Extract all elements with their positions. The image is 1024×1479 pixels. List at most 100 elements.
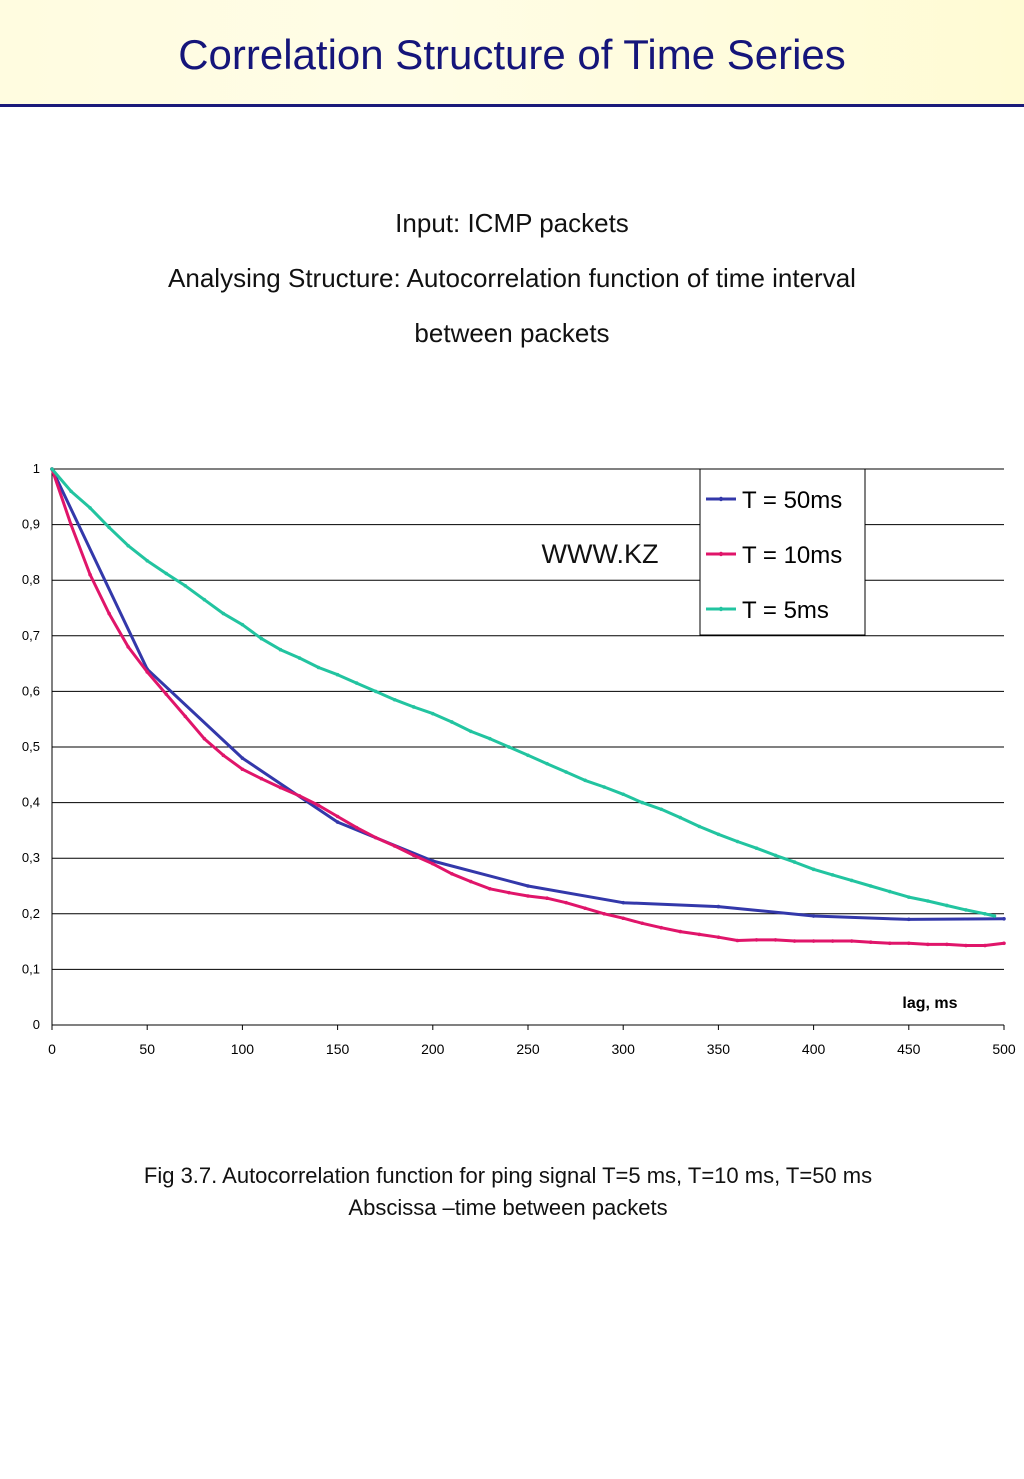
data-point bbox=[868, 940, 873, 944]
data-point bbox=[887, 889, 892, 894]
data-point bbox=[88, 572, 92, 577]
data-point bbox=[488, 736, 492, 741]
data-point bbox=[849, 878, 854, 883]
data-point bbox=[964, 908, 968, 912]
data-point bbox=[526, 884, 530, 888]
x-tick-label: 100 bbox=[231, 1041, 255, 1057]
data-point bbox=[945, 942, 949, 947]
data-point bbox=[640, 921, 645, 926]
intro-line-input: Input: ICMP packets bbox=[395, 208, 629, 238]
data-point bbox=[545, 761, 549, 766]
x-tick-label: 500 bbox=[992, 1041, 1016, 1057]
data-point bbox=[411, 705, 416, 709]
data-point bbox=[107, 525, 111, 530]
data-point bbox=[202, 597, 207, 602]
x-tick-label: 300 bbox=[612, 1041, 636, 1057]
slide-header: Correlation Structure of Time Series bbox=[0, 0, 1024, 107]
legend: T = 50ms T = 10ms T = 5ms bbox=[699, 468, 866, 636]
data-point bbox=[640, 800, 645, 805]
data-point bbox=[926, 942, 930, 947]
data-point bbox=[202, 736, 207, 741]
intro-text: Input: ICMP packets Analysing Structure:… bbox=[0, 196, 1024, 361]
data-point bbox=[907, 941, 911, 946]
x-tick-label: 250 bbox=[516, 1041, 540, 1057]
data-point bbox=[126, 543, 130, 548]
legend-label: T = 10ms bbox=[742, 542, 842, 569]
data-point bbox=[240, 767, 245, 772]
legend-marker bbox=[718, 551, 724, 557]
data-point bbox=[907, 917, 911, 922]
caption-line-1: Fig 3.7. Autocorrelation function for pi… bbox=[143, 1163, 873, 1188]
data-point bbox=[716, 904, 721, 909]
data-point bbox=[469, 879, 473, 884]
y-tick-label: 1 bbox=[33, 461, 40, 476]
y-tick-label: 0,9 bbox=[22, 517, 40, 532]
data-point bbox=[69, 489, 73, 494]
data-point bbox=[583, 906, 587, 911]
tick-labels: 0 0,1 0,2 0,3 0,4 0,5 0,6 0,7 0,8 0,9 1 0 50 100 150 20… bbox=[22, 461, 1016, 1057]
data-point bbox=[297, 656, 302, 660]
data-point bbox=[431, 861, 435, 866]
x-tick-label: 350 bbox=[707, 1041, 731, 1057]
data-point bbox=[621, 916, 625, 921]
data-point bbox=[297, 794, 302, 798]
data-point bbox=[926, 899, 930, 903]
data-point bbox=[373, 689, 378, 694]
data-point bbox=[1002, 941, 1006, 946]
intro-line-packets: between packets bbox=[414, 318, 610, 348]
intro-line-structure: Analysing Structure: Autocorrelation fun… bbox=[168, 263, 856, 293]
data-point bbox=[469, 729, 473, 734]
data-point bbox=[278, 785, 283, 790]
data-point bbox=[50, 467, 54, 471]
data-point bbox=[964, 943, 968, 948]
data-point bbox=[992, 914, 997, 918]
data-point bbox=[830, 939, 835, 943]
data-point bbox=[145, 558, 149, 563]
data-point bbox=[697, 824, 702, 829]
y-tick-label: 0,7 bbox=[22, 628, 40, 643]
data-point bbox=[830, 873, 835, 877]
data-point bbox=[621, 792, 625, 797]
figure-caption: Fig 3.7. Autocorrelation function for pi… bbox=[0, 1160, 1016, 1224]
y-tick-label: 0,8 bbox=[22, 572, 40, 587]
data-point bbox=[69, 522, 73, 527]
data-point bbox=[868, 884, 873, 888]
data-point bbox=[678, 929, 683, 934]
watermark-text: WWW.KZ bbox=[542, 539, 659, 569]
x-tick-label: 0 bbox=[48, 1041, 56, 1057]
data-point bbox=[240, 756, 245, 760]
data-point bbox=[392, 697, 397, 702]
x-axis-label: lag, ms bbox=[902, 995, 957, 1012]
data-point bbox=[754, 938, 759, 942]
data-point bbox=[659, 925, 664, 930]
y-tick-label: 0,3 bbox=[22, 850, 40, 865]
data-point bbox=[431, 711, 435, 716]
data-point bbox=[792, 939, 797, 943]
data-point bbox=[697, 932, 702, 937]
legend-marker bbox=[718, 496, 724, 502]
data-point bbox=[811, 939, 816, 943]
data-point bbox=[811, 867, 816, 872]
data-point bbox=[659, 807, 664, 812]
data-point bbox=[602, 912, 606, 916]
y-tick-label: 0,1 bbox=[22, 961, 40, 976]
data-point bbox=[335, 820, 340, 824]
autocorrelation-chart: 0 0,1 0,2 0,3 0,4 0,5 0,6 0,7 0,8 0,9 1 0 50 100 150 20… bbox=[22, 461, 1016, 1057]
data-point bbox=[164, 571, 169, 576]
data-point bbox=[735, 938, 740, 943]
data-point bbox=[450, 720, 454, 724]
data-point bbox=[849, 939, 854, 943]
legend-marker bbox=[718, 606, 724, 612]
data-point bbox=[526, 753, 530, 758]
y-tick-label: 0,2 bbox=[22, 906, 40, 921]
y-tick-label: 0,6 bbox=[22, 683, 40, 698]
x-tick-label: 50 bbox=[139, 1041, 155, 1057]
data-point bbox=[259, 636, 264, 641]
data-point bbox=[183, 583, 188, 588]
axes bbox=[51, 469, 1005, 1030]
legend-box bbox=[699, 468, 866, 636]
data-point bbox=[259, 776, 264, 781]
data-point bbox=[88, 506, 92, 510]
data-point bbox=[354, 825, 359, 830]
y-tick-label: 0,4 bbox=[22, 795, 40, 810]
